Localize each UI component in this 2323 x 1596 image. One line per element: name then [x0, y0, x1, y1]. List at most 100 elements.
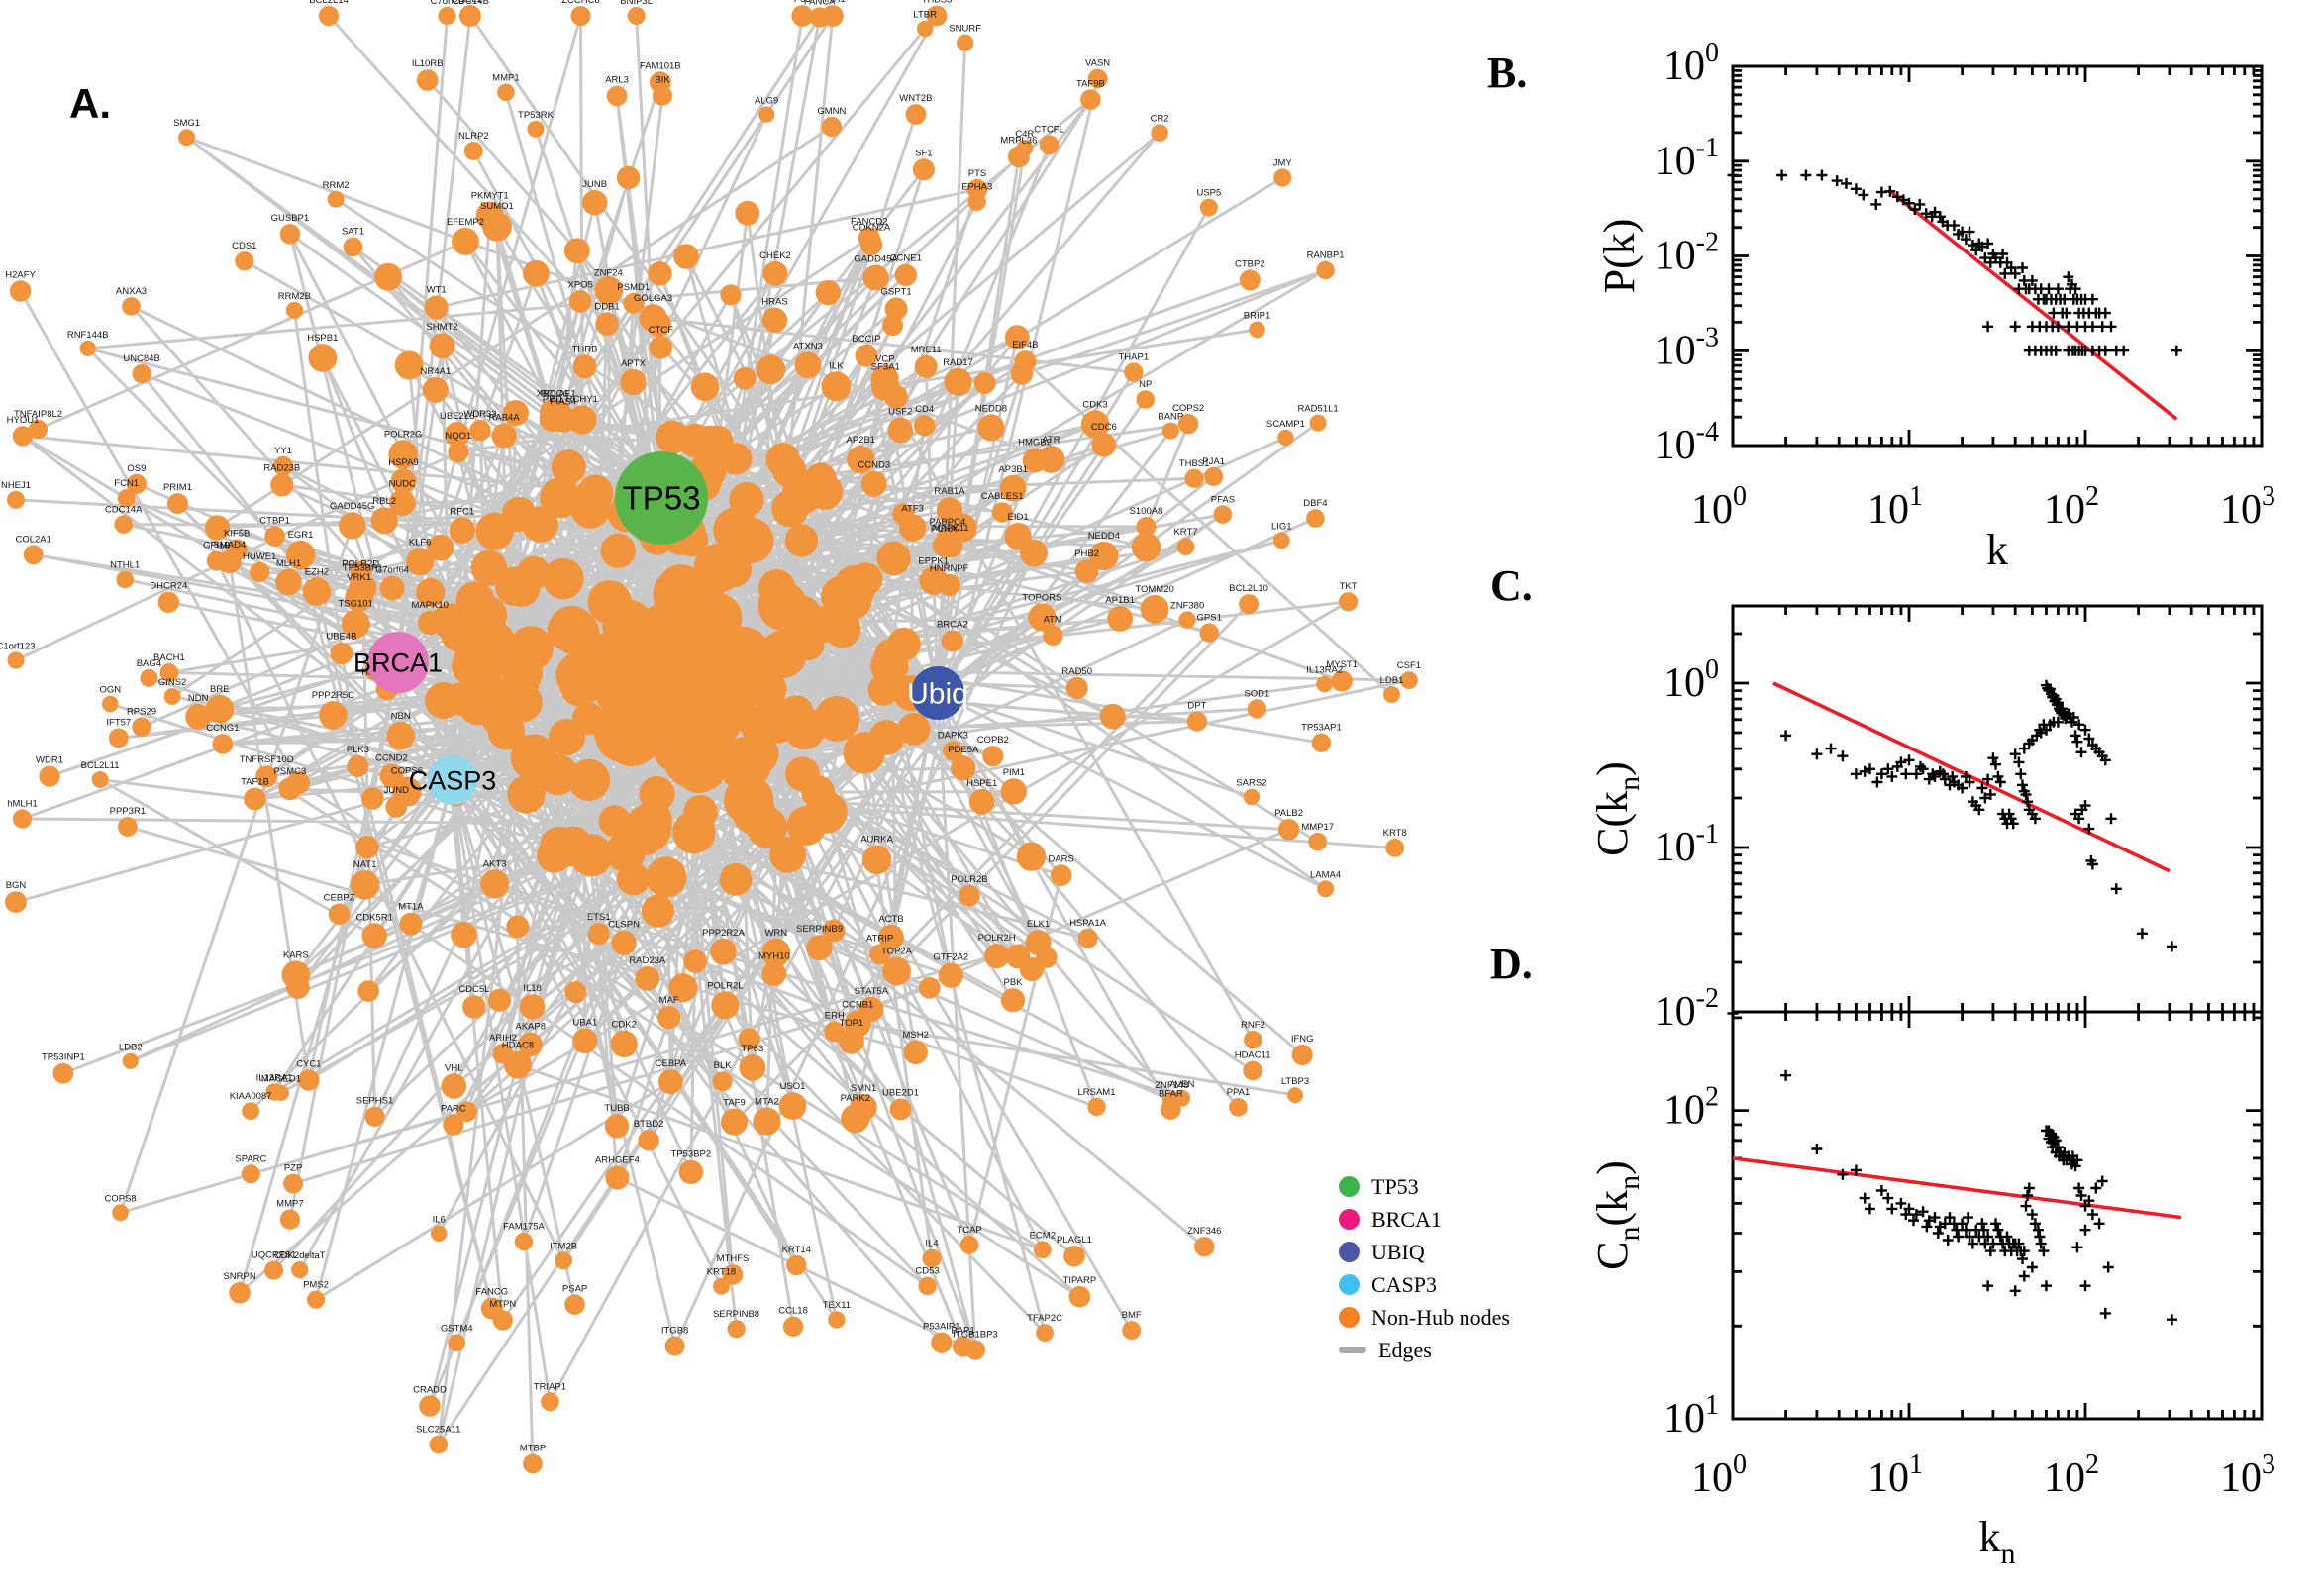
network-node — [973, 372, 996, 394]
network-node — [140, 668, 158, 687]
network-node — [610, 1030, 638, 1058]
network-node-label: GOLGA3 — [634, 293, 672, 304]
network-node-label: ZNF24 — [594, 267, 623, 278]
network-node-label: BCL2L10 — [1229, 583, 1268, 594]
network-node — [502, 569, 541, 607]
network-node-label: CCND2 — [375, 753, 408, 764]
network-node — [957, 34, 974, 51]
network-node-label: BLK — [714, 1060, 733, 1071]
network-node-label: MRPL36 — [1000, 135, 1037, 146]
network-node-label: TUBB — [604, 1103, 629, 1114]
network-node-label: USO1 — [780, 1081, 806, 1092]
network-node-label: ITGB1BP3 — [953, 1329, 997, 1340]
network-node-label: S100A8 — [1130, 506, 1163, 517]
network-node — [178, 129, 196, 147]
network-node-label: FANCD2 — [851, 217, 887, 228]
network-node-label: TP53BP2 — [670, 1149, 711, 1160]
network-node — [959, 885, 980, 907]
network-node — [966, 178, 988, 200]
network-node-label: SUMO1 — [480, 201, 514, 212]
network-node — [782, 1316, 804, 1338]
network-node — [242, 1102, 259, 1120]
network-node-label: TOP2A — [881, 947, 913, 957]
network-node — [451, 922, 477, 948]
network-node — [1140, 594, 1169, 624]
network-node — [1385, 839, 1405, 857]
network-node-label: MAPK10 — [411, 600, 449, 611]
network-node — [350, 561, 372, 584]
fit-line — [1772, 681, 2171, 873]
network-node — [765, 443, 801, 477]
network-node — [1099, 703, 1126, 730]
network-node-label: SHMT2 — [426, 322, 457, 333]
network-node — [822, 919, 846, 943]
network-node-label: RAD51L1 — [1297, 404, 1338, 415]
network-node — [589, 664, 629, 704]
network-node-label: PTS — [968, 168, 986, 179]
network-node-label: CDS1 — [232, 241, 256, 251]
network-node — [1039, 135, 1060, 155]
network-node-label: MLH1 — [276, 558, 301, 569]
network-node — [441, 1073, 467, 1099]
network-node-label: NR4A1 — [420, 366, 451, 377]
network-node-label: CEBPZ — [324, 893, 355, 904]
network-node-label: EGR1 — [288, 530, 314, 541]
network-node-label: PSAP — [562, 1283, 587, 1294]
x-axis-title: kn​ — [1979, 1513, 2016, 1570]
network-panel: SEPHS1 TEX11 SF1 USP5 PPA1 TKT MTPN PFAS RANBP1 T… — [0, 0, 1421, 1474]
network-node-label: SARS2 — [1236, 778, 1266, 789]
network-node — [572, 1028, 598, 1054]
network-node-label: P53AIP1 — [923, 1322, 960, 1333]
network-node-label: RBL2 — [372, 496, 396, 507]
network-node — [1213, 505, 1233, 524]
network-node-label: ELK1 — [1027, 919, 1050, 930]
network-node-label: ATM — [1044, 615, 1062, 626]
network-node-label: MTBP — [520, 1444, 546, 1454]
x-tick-label: 102 — [2044, 481, 2099, 533]
legend-label: TP53 — [1371, 1173, 1419, 1199]
network-node-label: RPS29 — [127, 706, 156, 717]
network-node-label: PPP2R5C — [312, 690, 354, 701]
network-node — [12, 426, 34, 447]
network-node-label: BCL2L14 — [309, 0, 349, 6]
network-node — [514, 1232, 534, 1251]
network-node-label: TAF1B — [241, 777, 269, 788]
network-node-label: PABPC4 — [930, 517, 966, 528]
network-node — [984, 944, 1010, 969]
network-node — [1124, 362, 1144, 382]
network-node-label: SF3A1 — [871, 361, 900, 372]
network-node — [870, 364, 899, 393]
network-node — [912, 158, 935, 181]
network-node-label: FAM175A — [503, 1222, 545, 1233]
network-node — [564, 1294, 585, 1315]
legend-item-casp3: CASP3 — [1339, 1268, 1510, 1301]
network-node — [28, 419, 49, 440]
network-node — [882, 956, 911, 986]
network-node-label: HMGB2 — [1018, 438, 1052, 449]
network-node-label: CCNG1 — [206, 723, 239, 734]
network-node-label: DARS — [1048, 853, 1073, 864]
network-node — [1194, 1237, 1215, 1257]
network-node — [244, 787, 266, 811]
network-node — [264, 1260, 284, 1280]
network-node-label: C1orf123 — [0, 641, 36, 651]
legend-item-ubiq: UBIQ — [1339, 1236, 1510, 1268]
network-node — [1331, 670, 1353, 692]
network-node — [540, 477, 581, 519]
network-node-label: PKMYT1 — [471, 191, 509, 202]
network-node — [448, 1334, 466, 1352]
legend-item-tp53: TP53 — [1339, 1170, 1510, 1203]
network-node — [1339, 592, 1359, 612]
network-node — [285, 975, 310, 999]
network-node — [814, 696, 860, 742]
legend-label: UBIQ — [1371, 1239, 1425, 1264]
network-node-label: HSPB1 — [307, 333, 338, 344]
network-node-label: LIG1 — [1271, 521, 1292, 532]
network-node — [279, 1209, 300, 1230]
network-node — [1151, 124, 1168, 142]
network-node-label: CLSPN — [608, 920, 640, 931]
network-node-label: POLR2H — [978, 933, 1016, 944]
network-node-label: VHL — [445, 1062, 462, 1073]
network-node — [1272, 532, 1290, 549]
network-node-label: SOD1 — [1244, 688, 1269, 699]
